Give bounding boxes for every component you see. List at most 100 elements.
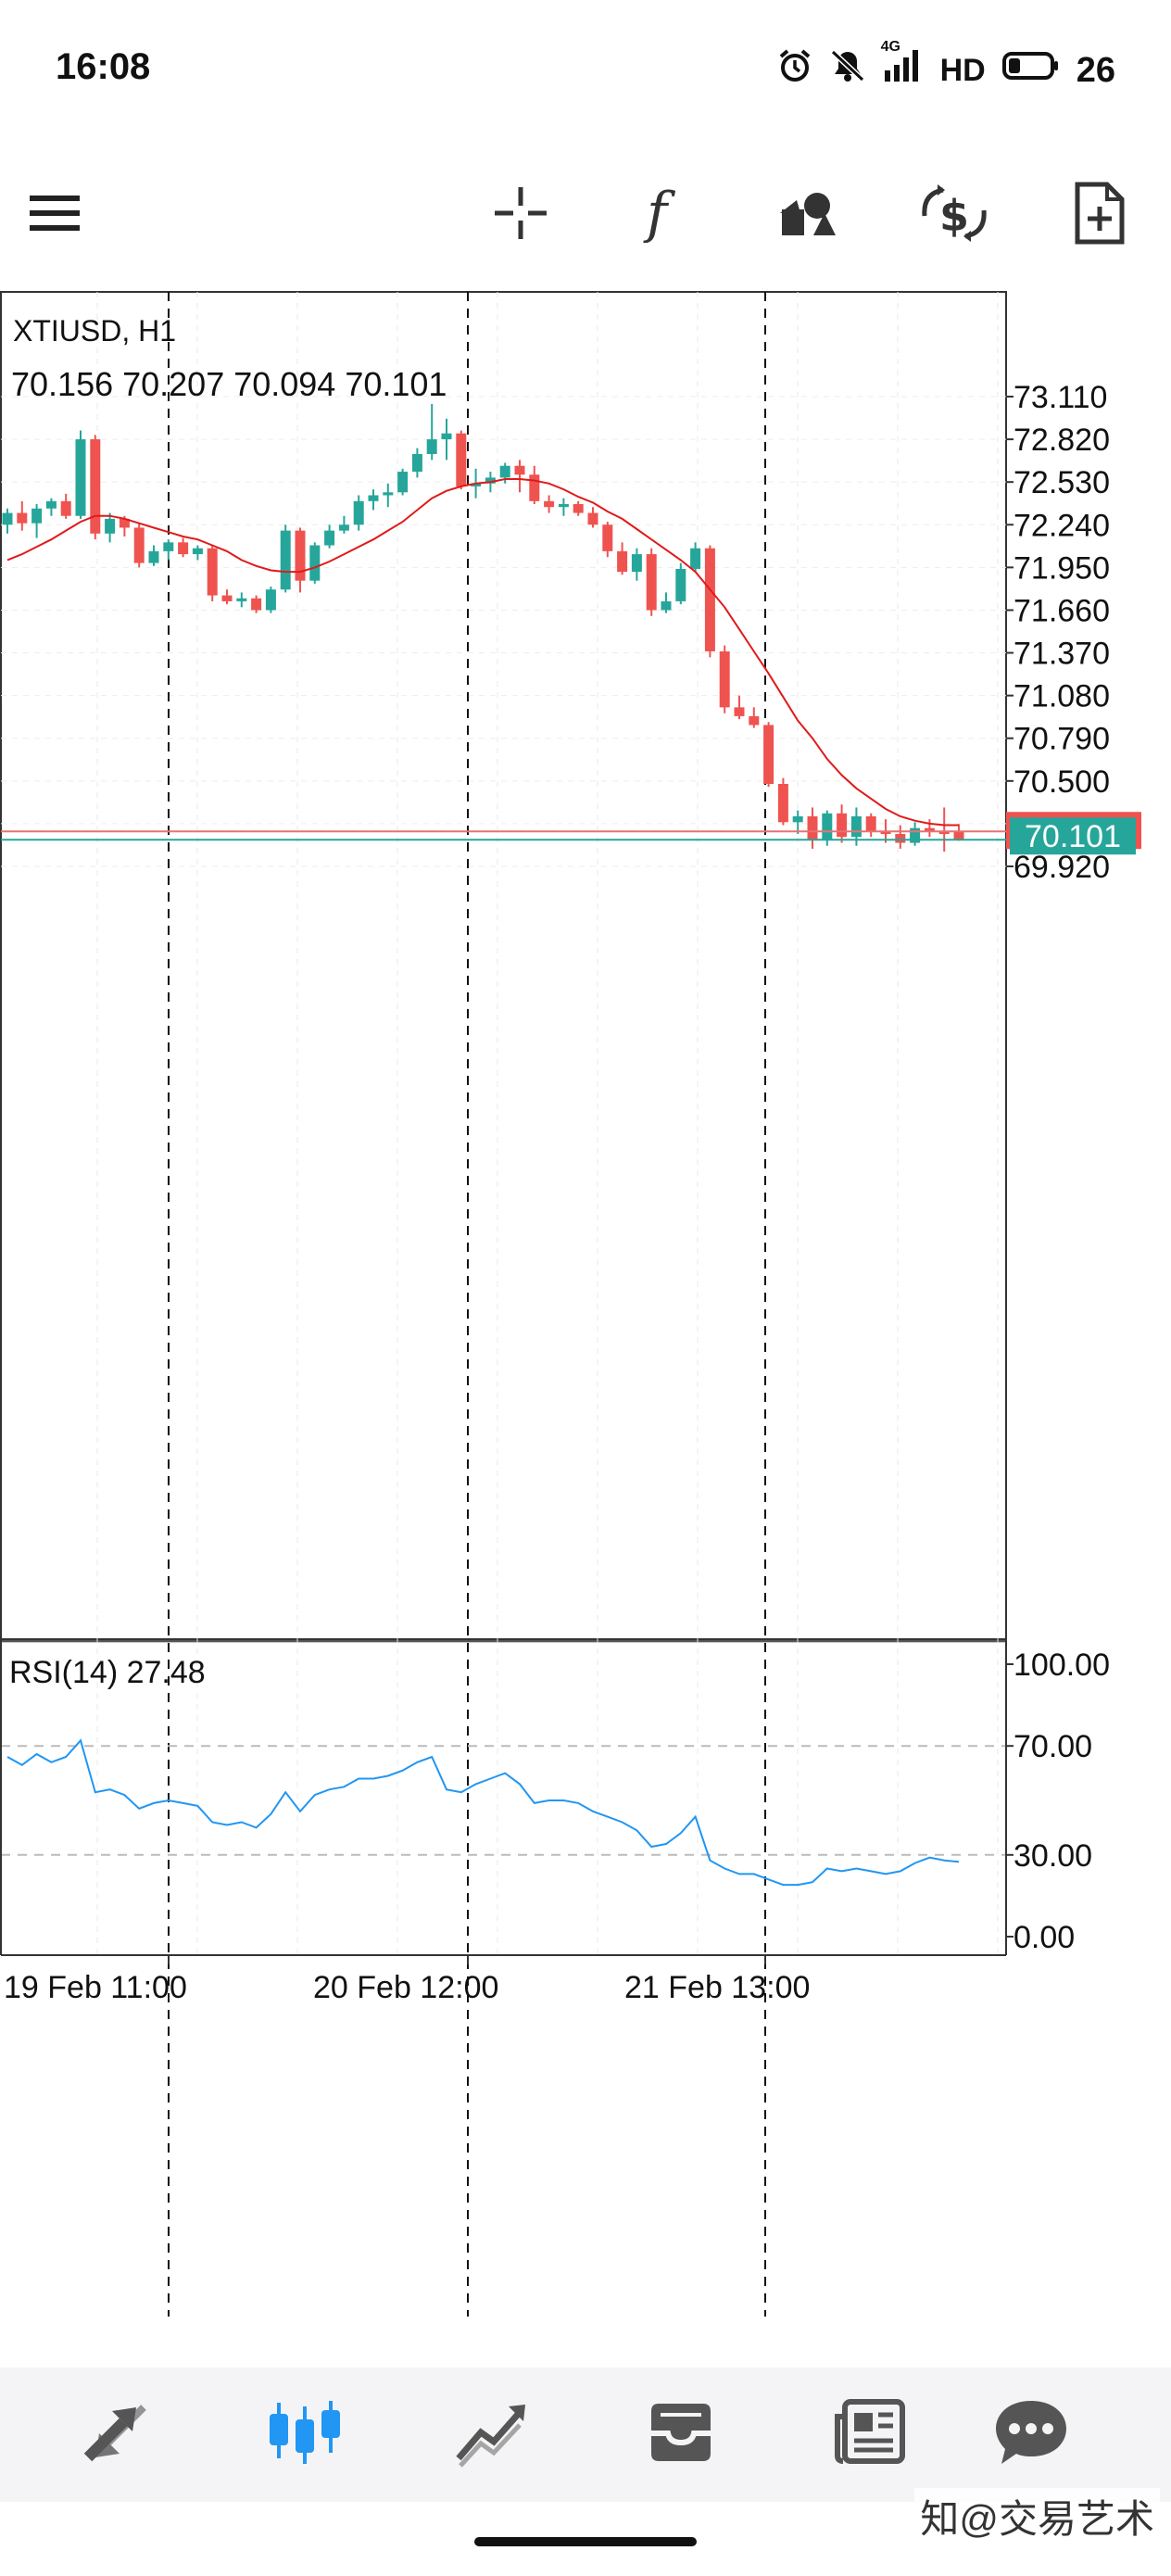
status-icons: 4G HD 26 xyxy=(777,39,1115,93)
trade-line-icon[interactable] xyxy=(441,2381,543,2483)
moving-average-line xyxy=(6,478,959,827)
candle-body xyxy=(792,815,803,823)
candle-body xyxy=(324,530,335,546)
crosshair-icon[interactable] xyxy=(479,162,562,264)
candle-body xyxy=(865,815,876,831)
grid-lines xyxy=(1,292,1006,1955)
candle-body xyxy=(295,530,306,581)
time-tick-label: 19 Feb 11:00 xyxy=(4,1970,187,2005)
home-indicator[interactable] xyxy=(474,2537,697,2546)
candle-body xyxy=(544,500,555,508)
candle-body xyxy=(602,524,613,551)
newspaper-icon[interactable] xyxy=(818,2381,920,2483)
inbox-tray-icon[interactable] xyxy=(630,2381,732,2483)
rsi-line xyxy=(6,1738,960,1887)
mute-icon xyxy=(829,48,866,93)
candle-body xyxy=(749,715,760,726)
candle-body xyxy=(148,550,159,563)
candle-body xyxy=(397,472,409,493)
symbol-label: XTIUSD, H1 xyxy=(13,314,176,347)
function-f-icon[interactable]: f xyxy=(623,162,706,264)
chat-bubble-icon[interactable] xyxy=(980,2381,1082,2483)
hamburger-menu-icon[interactable] xyxy=(14,162,97,264)
price-tick-label: 71.660 xyxy=(1014,593,1110,628)
candle-body xyxy=(690,548,701,569)
candle-body xyxy=(383,492,394,496)
candle-body xyxy=(309,545,321,581)
candle-body xyxy=(368,495,379,501)
candle-body xyxy=(2,512,13,525)
battery-level: 26 xyxy=(1076,50,1115,90)
candle-body xyxy=(163,542,174,551)
dollar-trade-icon[interactable]: $ xyxy=(913,162,996,264)
candle-body xyxy=(251,598,262,611)
bottom-nav xyxy=(0,2368,1171,2502)
time-axis: 19 Feb 11:00 20 Feb 12:00 21 Feb 13:00 xyxy=(0,1640,1007,2005)
status-time: 16:08 xyxy=(56,46,151,87)
candle-body xyxy=(353,500,364,525)
candle-body xyxy=(338,524,349,531)
svg-text:$: $ xyxy=(939,191,969,241)
candle-body xyxy=(822,813,833,840)
candle-body xyxy=(646,554,657,611)
signal-icon: 4G xyxy=(881,39,924,93)
candle-body xyxy=(31,508,43,524)
candle-body xyxy=(529,474,540,501)
candle-body xyxy=(719,650,730,708)
candle-body xyxy=(133,527,145,563)
candle-body xyxy=(910,827,921,843)
candle-body xyxy=(280,530,291,590)
price-tick-label: 70.500 xyxy=(1014,764,1110,800)
candle-body xyxy=(60,500,71,516)
chart-frame xyxy=(0,291,1007,1640)
price-tick-label: 70.790 xyxy=(1014,722,1110,757)
price-tick-label: 69.920 xyxy=(1014,850,1110,885)
candle-body xyxy=(807,815,818,840)
price-tick-label: 72.240 xyxy=(1014,508,1110,543)
watermark: 知@交易艺术 xyxy=(914,2488,1160,2544)
rsi-tick-label: 30.00 xyxy=(1014,1838,1092,1874)
current-price-tag: 70.101 xyxy=(1006,812,1141,855)
candle-body xyxy=(265,589,276,611)
candle-body xyxy=(411,453,422,473)
hd-badge: HD xyxy=(939,52,986,88)
rsi-tick-label: 100.00 xyxy=(1014,1648,1110,1683)
rsi-axis: 100.00 70.00 30.00 0.00 xyxy=(1006,1648,1110,1955)
time-tick-label: 20 Feb 12:00 xyxy=(313,1970,498,2005)
price-tick-label: 71.950 xyxy=(1014,550,1110,586)
candle-body xyxy=(587,512,598,525)
price-tick-label: 71.080 xyxy=(1014,679,1110,714)
price-chart[interactable]: 73.110 72.820 72.530 72.240 71.950 71.660 71.3… xyxy=(0,287,1171,2326)
candle-body xyxy=(837,813,848,838)
candle-body xyxy=(573,504,584,513)
candle-body xyxy=(178,542,189,555)
add-document-icon[interactable] xyxy=(1058,162,1141,264)
candle-body xyxy=(17,512,28,524)
candle-body xyxy=(880,830,891,835)
candle-body xyxy=(221,595,233,601)
candle-body xyxy=(938,830,950,835)
shapes-icon[interactable] xyxy=(767,162,850,264)
candlestick-chart-icon[interactable] xyxy=(254,2381,356,2483)
price-axis: 73.110 72.820 72.530 72.240 71.950 71.660 71.3… xyxy=(1006,380,1110,885)
rsi-tick-label: 0.00 xyxy=(1014,1920,1075,1955)
status-bar: 16:08 4G HD 26 xyxy=(0,0,1171,139)
candle-body xyxy=(192,548,203,555)
candle-body xyxy=(499,465,510,478)
battery-icon xyxy=(1001,50,1060,91)
alarm-icon xyxy=(777,48,812,93)
quotes-arrows-icon[interactable] xyxy=(65,2381,167,2483)
candle-body xyxy=(75,439,86,516)
candle-body xyxy=(471,483,482,486)
candle-body xyxy=(661,600,672,611)
candle-body xyxy=(426,439,437,454)
candle-body xyxy=(850,815,862,838)
candle-body xyxy=(456,433,467,486)
chart-toolbar: f $ xyxy=(0,162,1171,264)
rsi-tick-label: 70.00 xyxy=(1014,1729,1092,1764)
ohlc-label: 70.156 70.207 70.094 70.101 xyxy=(11,365,447,403)
candle-body xyxy=(734,707,745,716)
svg-text:f: f xyxy=(643,183,676,243)
period-separators xyxy=(168,292,766,2317)
candle-body xyxy=(675,568,686,601)
